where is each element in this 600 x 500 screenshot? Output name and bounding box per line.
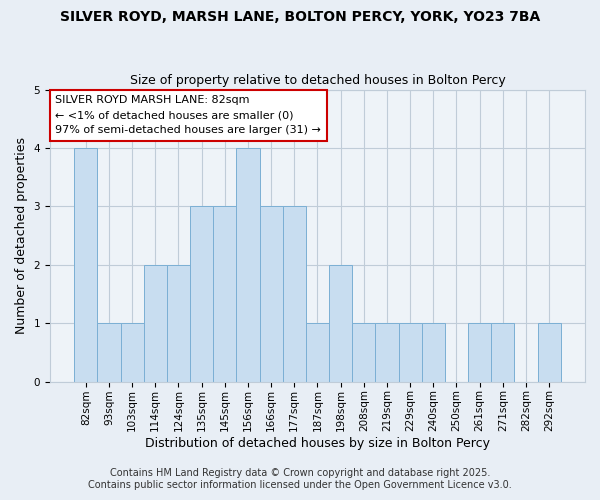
Title: Size of property relative to detached houses in Bolton Percy: Size of property relative to detached ho… xyxy=(130,74,505,87)
Bar xyxy=(491,324,514,382)
Bar xyxy=(306,324,329,382)
Bar xyxy=(121,324,144,382)
Text: Contains HM Land Registry data © Crown copyright and database right 2025.
Contai: Contains HM Land Registry data © Crown c… xyxy=(88,468,512,490)
Text: SILVER ROYD MARSH LANE: 82sqm
← <1% of detached houses are smaller (0)
97% of se: SILVER ROYD MARSH LANE: 82sqm ← <1% of d… xyxy=(55,96,321,135)
Bar xyxy=(376,324,398,382)
X-axis label: Distribution of detached houses by size in Bolton Percy: Distribution of detached houses by size … xyxy=(145,437,490,450)
Bar xyxy=(236,148,260,382)
Text: SILVER ROYD, MARSH LANE, BOLTON PERCY, YORK, YO23 7BA: SILVER ROYD, MARSH LANE, BOLTON PERCY, Y… xyxy=(60,10,540,24)
Bar xyxy=(97,324,121,382)
Y-axis label: Number of detached properties: Number of detached properties xyxy=(15,137,28,334)
Bar xyxy=(74,148,97,382)
Bar xyxy=(538,324,560,382)
Bar xyxy=(190,206,213,382)
Bar xyxy=(422,324,445,382)
Bar xyxy=(260,206,283,382)
Bar xyxy=(167,265,190,382)
Bar xyxy=(283,206,306,382)
Bar xyxy=(144,265,167,382)
Bar xyxy=(352,324,376,382)
Bar xyxy=(329,265,352,382)
Bar xyxy=(213,206,236,382)
Bar xyxy=(398,324,422,382)
Bar xyxy=(468,324,491,382)
